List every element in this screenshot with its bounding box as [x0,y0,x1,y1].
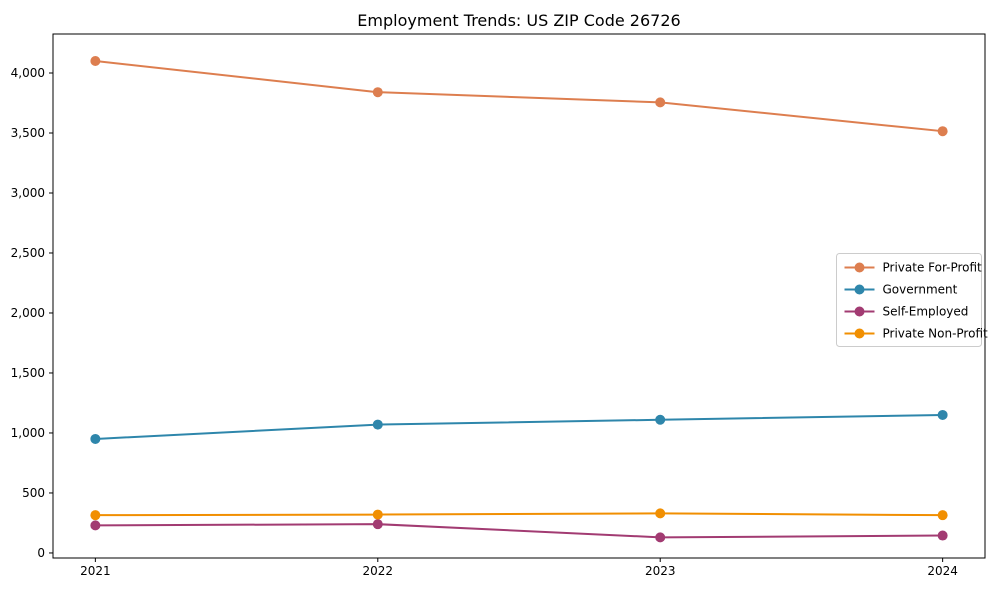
legend-label: Private For-Profit [883,261,983,275]
legend: Private For-Profit Government Self-Employe… [836,253,989,347]
data-point [937,530,948,541]
plot-area: 0 500 1,000 1,500 2,000 2,500 3,000 3,500 4,000 2… [11,33,986,578]
series-line-self-employed [95,523,943,539]
y-tick-label: 2,500 [11,246,45,260]
legend-marker [854,284,865,295]
x-tick-label: 2023 [645,564,676,578]
y-tick-label: 500 [22,486,45,500]
y-tick-label: 4,000 [11,66,45,80]
y-tick-label: 1,500 [11,366,45,380]
y-tick-label: 1,000 [11,426,45,440]
axes-box [52,33,986,559]
data-point [937,510,948,521]
legend-marker [854,262,865,273]
data-point [372,519,383,530]
data-point [372,509,383,520]
series-line-private-non-profit [95,512,943,517]
data-point [372,87,383,98]
data-point [937,409,948,420]
data-point [90,510,101,521]
data-point [372,419,383,430]
legend-label: Self-Employed [883,305,969,319]
legend-box [836,253,982,347]
data-point [655,414,666,425]
legend-label: Government [883,283,958,297]
y-tick-label: 2,000 [11,306,45,320]
data-point [655,532,666,543]
legend-marker [854,306,865,317]
series-line-government [95,413,943,440]
y-tick-label: 3,000 [11,186,45,200]
data-point [90,433,101,444]
x-tick-label: 2021 [80,564,111,578]
legend-marker [854,328,865,339]
y-tick-label: 0 [37,546,45,560]
x-tick-label: 2024 [927,564,958,578]
data-point [90,520,101,531]
series-line-private-for-profit [95,60,943,133]
y-tick-label: 3,500 [11,126,45,140]
chart-title: Employment Trends: US ZIP Code 26726 [357,11,680,30]
x-tick-label: 2022 [363,564,394,578]
data-point [655,508,666,519]
data-point [90,55,101,66]
data-point [937,126,948,137]
legend-label: Private Non-Profit [883,327,989,341]
data-point [655,97,666,108]
